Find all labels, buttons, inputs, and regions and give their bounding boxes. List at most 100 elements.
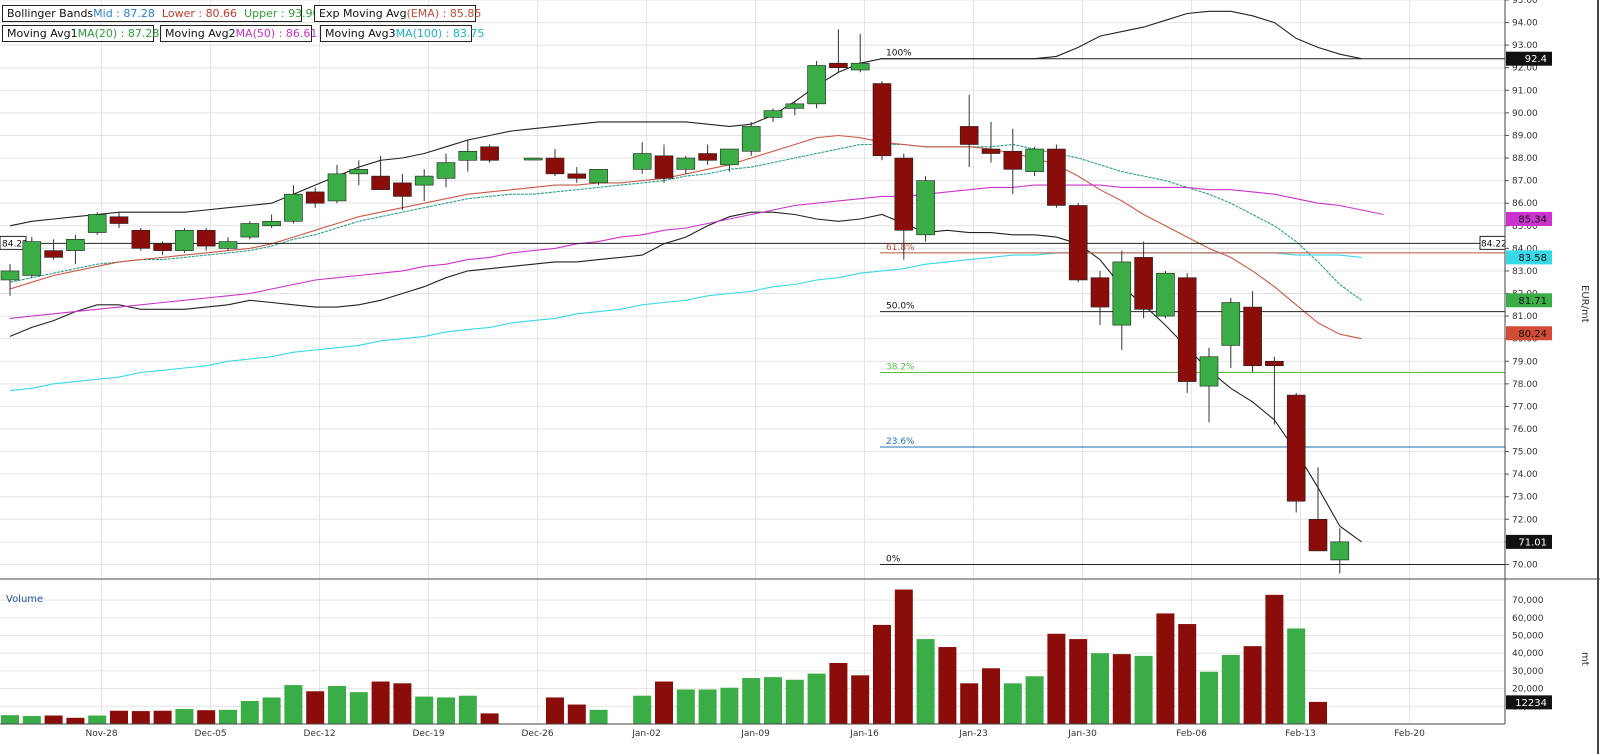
volume-bar — [437, 697, 455, 724]
candle-down — [1003, 150, 1023, 170]
candle-down — [196, 229, 216, 247]
volume-bar — [131, 711, 150, 724]
candle-down — [1308, 518, 1328, 552]
volume-bar — [785, 679, 804, 724]
volume-bar — [1221, 655, 1240, 724]
price-tag-box — [1506, 534, 1552, 549]
price-tag-box — [1506, 293, 1552, 308]
volume-bar — [88, 715, 107, 724]
candle-down — [393, 182, 412, 197]
volume-bar — [1069, 639, 1088, 724]
candle-down — [894, 157, 914, 231]
price-unit-label: EUR/mt — [1579, 285, 1590, 323]
legend-ma2[interactable]: Moving Avg2MA(50) : 86.61 — [160, 25, 317, 42]
candle-up — [785, 103, 805, 109]
time-tick-label: Jan-30 — [1067, 729, 1097, 739]
candle-down — [1177, 277, 1197, 382]
candle-up — [807, 65, 826, 105]
price-tag-box — [1506, 212, 1552, 227]
volume-bar — [393, 683, 412, 724]
legend-ma3[interactable]: Moving Avg3MA(100) : 83.75 — [320, 25, 484, 42]
volume-bar — [546, 697, 564, 724]
candle-down — [1243, 306, 1262, 367]
volume-bar — [676, 689, 695, 724]
price-tag-box — [1506, 326, 1552, 341]
price-tick-label: 92.00 — [1512, 64, 1538, 74]
price-tick-label: 70.00 — [1512, 560, 1538, 570]
candle-down — [305, 191, 325, 204]
legend-ema-label: Exp Moving Avg — [319, 7, 407, 20]
legend-ma3-label: Moving Avg3 — [325, 27, 396, 40]
series-line-bollinger-upper — [9, 10, 1362, 227]
legend-bollinger-mid-label: Mid : — [93, 7, 124, 20]
candle-down — [1090, 277, 1110, 308]
volume-bar — [1200, 671, 1218, 724]
price-tick-label: 74.00 — [1512, 470, 1538, 480]
volume-bar — [240, 701, 259, 724]
price-tick-label: 73.00 — [1512, 493, 1538, 503]
legend-ma3-param: MA(100) — [395, 27, 443, 40]
candle-down — [371, 175, 390, 190]
price-tick-label: 79.00 — [1512, 357, 1538, 367]
price-tag-label: 71.01 — [1518, 537, 1547, 548]
volume-bar — [633, 695, 652, 724]
candle-down — [1286, 394, 1306, 502]
legend-bollinger-upper-label: Upper : — [244, 7, 289, 20]
legend-ma1-param: MA(20) — [77, 27, 118, 40]
candle-up — [0, 270, 20, 281]
volume-bar — [153, 710, 172, 724]
volume-bar — [960, 683, 979, 724]
legend-ma1[interactable]: Moving Avg1MA(20) : 87.28 — [2, 25, 159, 42]
candle-up — [436, 162, 456, 179]
volume-bar — [764, 677, 782, 724]
volume-bar — [262, 697, 281, 724]
volume-bar — [44, 715, 63, 724]
candle-up — [632, 153, 652, 170]
candle-down — [1068, 205, 1088, 281]
fib-label: 50.0% — [886, 302, 915, 312]
candle-up — [22, 241, 42, 276]
price-tag-label: 83.58 — [1518, 253, 1547, 264]
legend-ema-value: 85.85 — [449, 7, 482, 20]
volume-bar — [851, 675, 870, 724]
price-tags: 92.4 85.34 83.58 81.71 80.24 71.01 12234 — [1506, 51, 1552, 710]
price-tick-label: 78.00 — [1512, 380, 1538, 390]
price-tick-label: 87.00 — [1512, 177, 1538, 187]
volume-bar — [415, 696, 434, 724]
candle-up — [523, 157, 543, 161]
price-tag-label: 81.71 — [1518, 296, 1547, 307]
price-tick-label: 86.00 — [1512, 199, 1538, 209]
volume-bar — [349, 692, 368, 724]
volume-bar — [458, 695, 477, 724]
candle-down — [959, 126, 979, 145]
legend-bollinger[interactable]: Bollinger BandsMid : 87.28 Lower : 80.66… — [2, 5, 320, 22]
volume-tick-label: 70,000 — [1512, 596, 1544, 606]
candle-up — [66, 239, 85, 251]
reference-label-right: 84.22 — [1481, 239, 1507, 249]
candle-down — [567, 173, 587, 179]
time-tick-label: Feb-06 — [1176, 729, 1207, 739]
volume-bar — [1047, 633, 1066, 724]
volume-tick-label: 60,000 — [1512, 614, 1544, 624]
legend-ma1-sep: : — [117, 27, 128, 40]
volume-bar — [1287, 628, 1306, 724]
volume-bar — [371, 681, 390, 724]
candle-up — [1156, 272, 1175, 317]
legend-ema[interactable]: Exp Moving Avg(EMA) : 85.85 — [314, 5, 481, 22]
candle-down — [545, 157, 565, 175]
candle-up — [284, 193, 303, 222]
candle-down — [1265, 360, 1284, 367]
fib-label: 23.6% — [886, 437, 915, 447]
candle-down — [1134, 257, 1153, 310]
time-tick-label: Dec-12 — [303, 729, 335, 739]
candle-up — [850, 62, 870, 71]
volume-tag-label: 12234 — [1515, 698, 1547, 709]
volume-tick-label: 50,000 — [1512, 632, 1544, 642]
volume-bar — [110, 710, 128, 724]
candle-up — [262, 220, 281, 227]
series-line-ema — [9, 134, 1362, 340]
volume-tick-label: 40,000 — [1512, 649, 1544, 659]
candle-up — [1199, 356, 1219, 387]
